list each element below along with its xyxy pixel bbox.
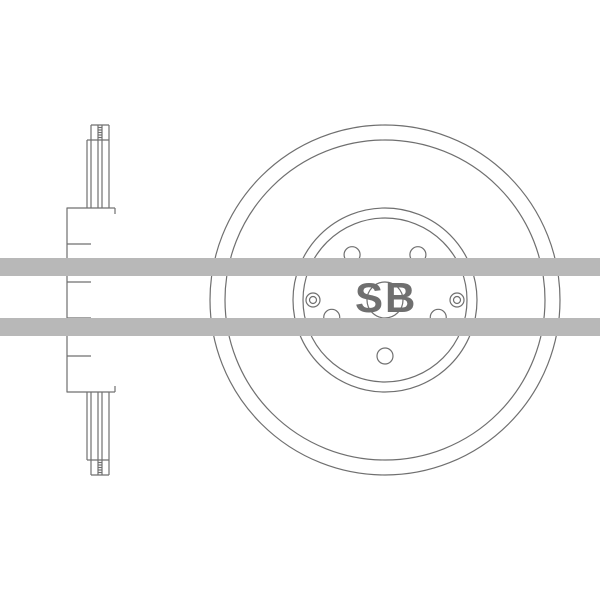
technical-drawing — [0, 0, 600, 600]
logo-band-bottom — [0, 318, 600, 336]
logo-band-top — [0, 258, 600, 276]
logo-text: SB — [355, 274, 417, 322]
